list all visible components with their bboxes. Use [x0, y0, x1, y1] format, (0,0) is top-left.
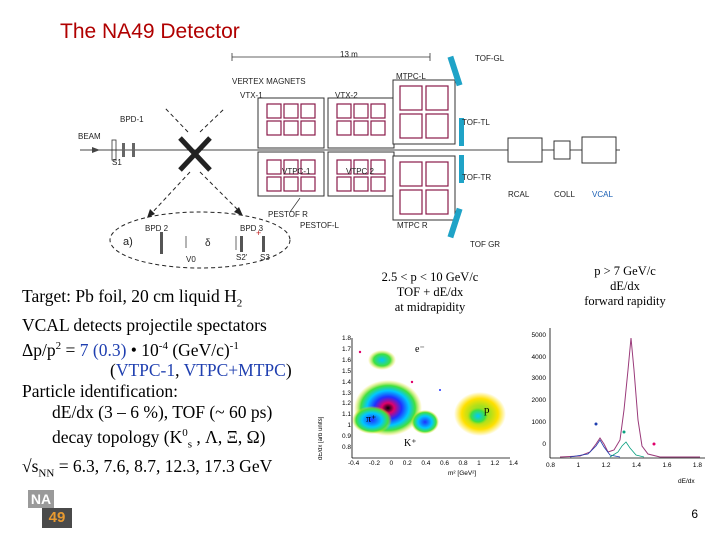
- desc-energies: √sNN = 6.3, 7.6, 8.7, 12.3, 17.3 GeV: [22, 455, 273, 480]
- s2-label: S2': [236, 253, 248, 262]
- desc-vcal: VCAL detects projectile spectators: [22, 314, 267, 335]
- caption-forward: p > 7 GeV/c dE/dx forward rapidity: [584, 264, 666, 308]
- detector-diagram: +: [80, 53, 620, 269]
- vtx2-label: VTX-2: [335, 91, 358, 100]
- mid-yticks: 1.8 1.7 1.6 1.5 1.4 1.3 1.2 1.1 1 0.9 0.8: [341, 335, 351, 452]
- page-number: 6: [691, 507, 698, 521]
- mtpcl-label: MTPC-L: [396, 72, 426, 81]
- toftr-label: TOF-TR: [462, 173, 492, 182]
- beam-label: BEAM: [78, 132, 101, 141]
- tofgl-label: TOF-GL: [475, 54, 505, 63]
- mid-ylabel: dE/dx [arb units]: [318, 416, 324, 460]
- toftl-label: TOF-TL: [462, 118, 490, 127]
- description-block: Target: Pb foil, 20 cm liquid H2 VCAL de…: [22, 286, 292, 484]
- bpd1-label: BPD-1: [120, 115, 144, 124]
- caption-midrapidity: 2.5 < p < 10 GeV/c TOF + dE/dx at midrap…: [381, 270, 479, 314]
- dedx-histogram: [549, 328, 705, 459]
- desc-tpc: (VTPC-1, VTPC+MTPC): [110, 360, 292, 381]
- vcal-label: VCAL: [592, 190, 613, 199]
- v0-label: V0: [186, 255, 196, 264]
- right-xlabel: dE/dx: [678, 478, 695, 485]
- label-pion: π⁺: [366, 414, 377, 425]
- pid-scatter-plot: [351, 338, 510, 459]
- right-yticks: 5000 4000 3000 2000 1000 0: [531, 332, 546, 448]
- vtpc1-label: VTPC-1: [282, 167, 311, 176]
- label-electron: e⁻: [415, 344, 425, 355]
- svg-text:+: +: [256, 228, 261, 238]
- desc-resolution: Δp/p2 = 7 (0.3) • 10-4 (GeV/c)-1: [22, 339, 239, 360]
- panel-a-label: a): [123, 236, 133, 248]
- gamma-label: δ: [205, 238, 211, 249]
- coll-label: COLL: [554, 190, 575, 199]
- s1-label: S1: [112, 158, 122, 167]
- right-xticks: 0.8 1 1.2 1.4 1.6 1.8: [546, 462, 702, 469]
- s3-label: S3: [260, 253, 270, 262]
- desc-dedx: dE/dx (3 – 6 %), TOF (~ 60 ps): [52, 402, 273, 423]
- vtx1-label: VTX-1: [240, 91, 263, 100]
- label-proton: p: [484, 404, 490, 416]
- vtpc2-label: VTPC 2: [346, 167, 375, 176]
- rcal-label: RCAL: [508, 190, 530, 199]
- desc-decay: decay topology (K0s , Λ, Ξ, Ω): [52, 427, 266, 451]
- desc-pid: Particle identification:: [22, 381, 178, 402]
- na49-logo: NA 49: [28, 490, 74, 530]
- page-title: The NA49 Detector: [60, 20, 240, 43]
- vertex-magnets-label: VERTEX MAGNETS: [232, 77, 306, 86]
- label-kaon: K⁺: [404, 438, 417, 449]
- bpd2-label: BPD 2: [145, 224, 169, 233]
- bpd3-label: BPD 3: [240, 224, 264, 233]
- pestofr-label: PESTOF R: [268, 210, 308, 219]
- mid-xlabel: m² [GeV²]: [448, 470, 477, 477]
- tofgr-label: TOF GR: [470, 240, 501, 249]
- mid-xticks: -0.4 -0.2 0 0.2 0.4 0.6 0.8 1 1.2 1.4: [348, 460, 518, 467]
- pestofl-label: PESTOF-L: [300, 221, 339, 230]
- mtpcr-label: MTPC R: [397, 221, 428, 230]
- length-label: 13 m: [340, 50, 358, 59]
- desc-target: Target: Pb foil, 20 cm liquid H2: [22, 286, 243, 310]
